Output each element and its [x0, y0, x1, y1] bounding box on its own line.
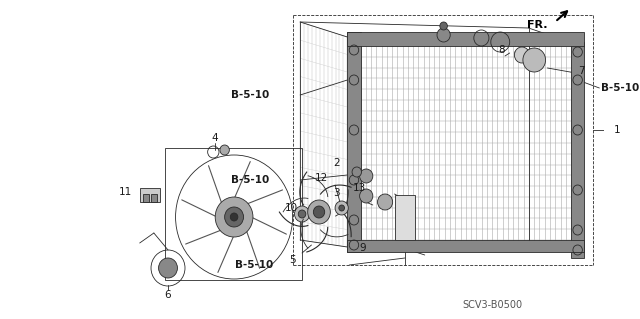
Circle shape	[339, 205, 344, 211]
Circle shape	[314, 206, 324, 218]
Text: 13: 13	[353, 183, 366, 193]
Bar	[143, 194, 149, 202]
Circle shape	[230, 213, 238, 221]
Text: 6: 6	[164, 290, 172, 300]
Text: 8: 8	[499, 45, 505, 55]
Text: SCV3-B0500: SCV3-B0500	[463, 300, 523, 310]
Text: B-5-10: B-5-10	[601, 83, 639, 93]
Circle shape	[360, 169, 373, 183]
Circle shape	[437, 28, 450, 42]
Text: B-5-10: B-5-10	[231, 175, 269, 185]
Text: 4: 4	[212, 133, 218, 143]
Text: 7: 7	[578, 66, 584, 76]
Text: B-5-10: B-5-10	[236, 260, 274, 270]
Text: 9: 9	[360, 243, 366, 253]
Circle shape	[298, 210, 306, 218]
Bar	[151, 194, 157, 202]
Bar	[394, 195, 415, 240]
Circle shape	[523, 48, 545, 72]
Bar	[348, 32, 360, 252]
Text: B-5-10: B-5-10	[231, 90, 269, 100]
Circle shape	[515, 47, 529, 63]
Circle shape	[294, 206, 310, 222]
Text: 5: 5	[289, 255, 296, 265]
Bar	[571, 42, 584, 258]
Bar	[348, 32, 584, 46]
Bar	[140, 188, 161, 202]
Text: 12: 12	[316, 173, 328, 183]
Circle shape	[335, 201, 348, 215]
Circle shape	[360, 189, 373, 203]
Circle shape	[220, 145, 229, 155]
Circle shape	[159, 258, 177, 278]
Circle shape	[308, 200, 330, 224]
Circle shape	[352, 167, 362, 177]
Circle shape	[378, 194, 393, 210]
Text: 2: 2	[333, 158, 340, 168]
Text: 3: 3	[333, 188, 340, 198]
Circle shape	[440, 22, 447, 30]
Text: 11: 11	[119, 187, 132, 197]
Bar	[165, 148, 302, 280]
Text: FR.: FR.	[527, 20, 547, 30]
Text: 1: 1	[614, 125, 620, 135]
Circle shape	[225, 207, 243, 227]
Text: 10: 10	[285, 203, 298, 213]
Bar	[348, 240, 584, 252]
Circle shape	[215, 197, 253, 237]
